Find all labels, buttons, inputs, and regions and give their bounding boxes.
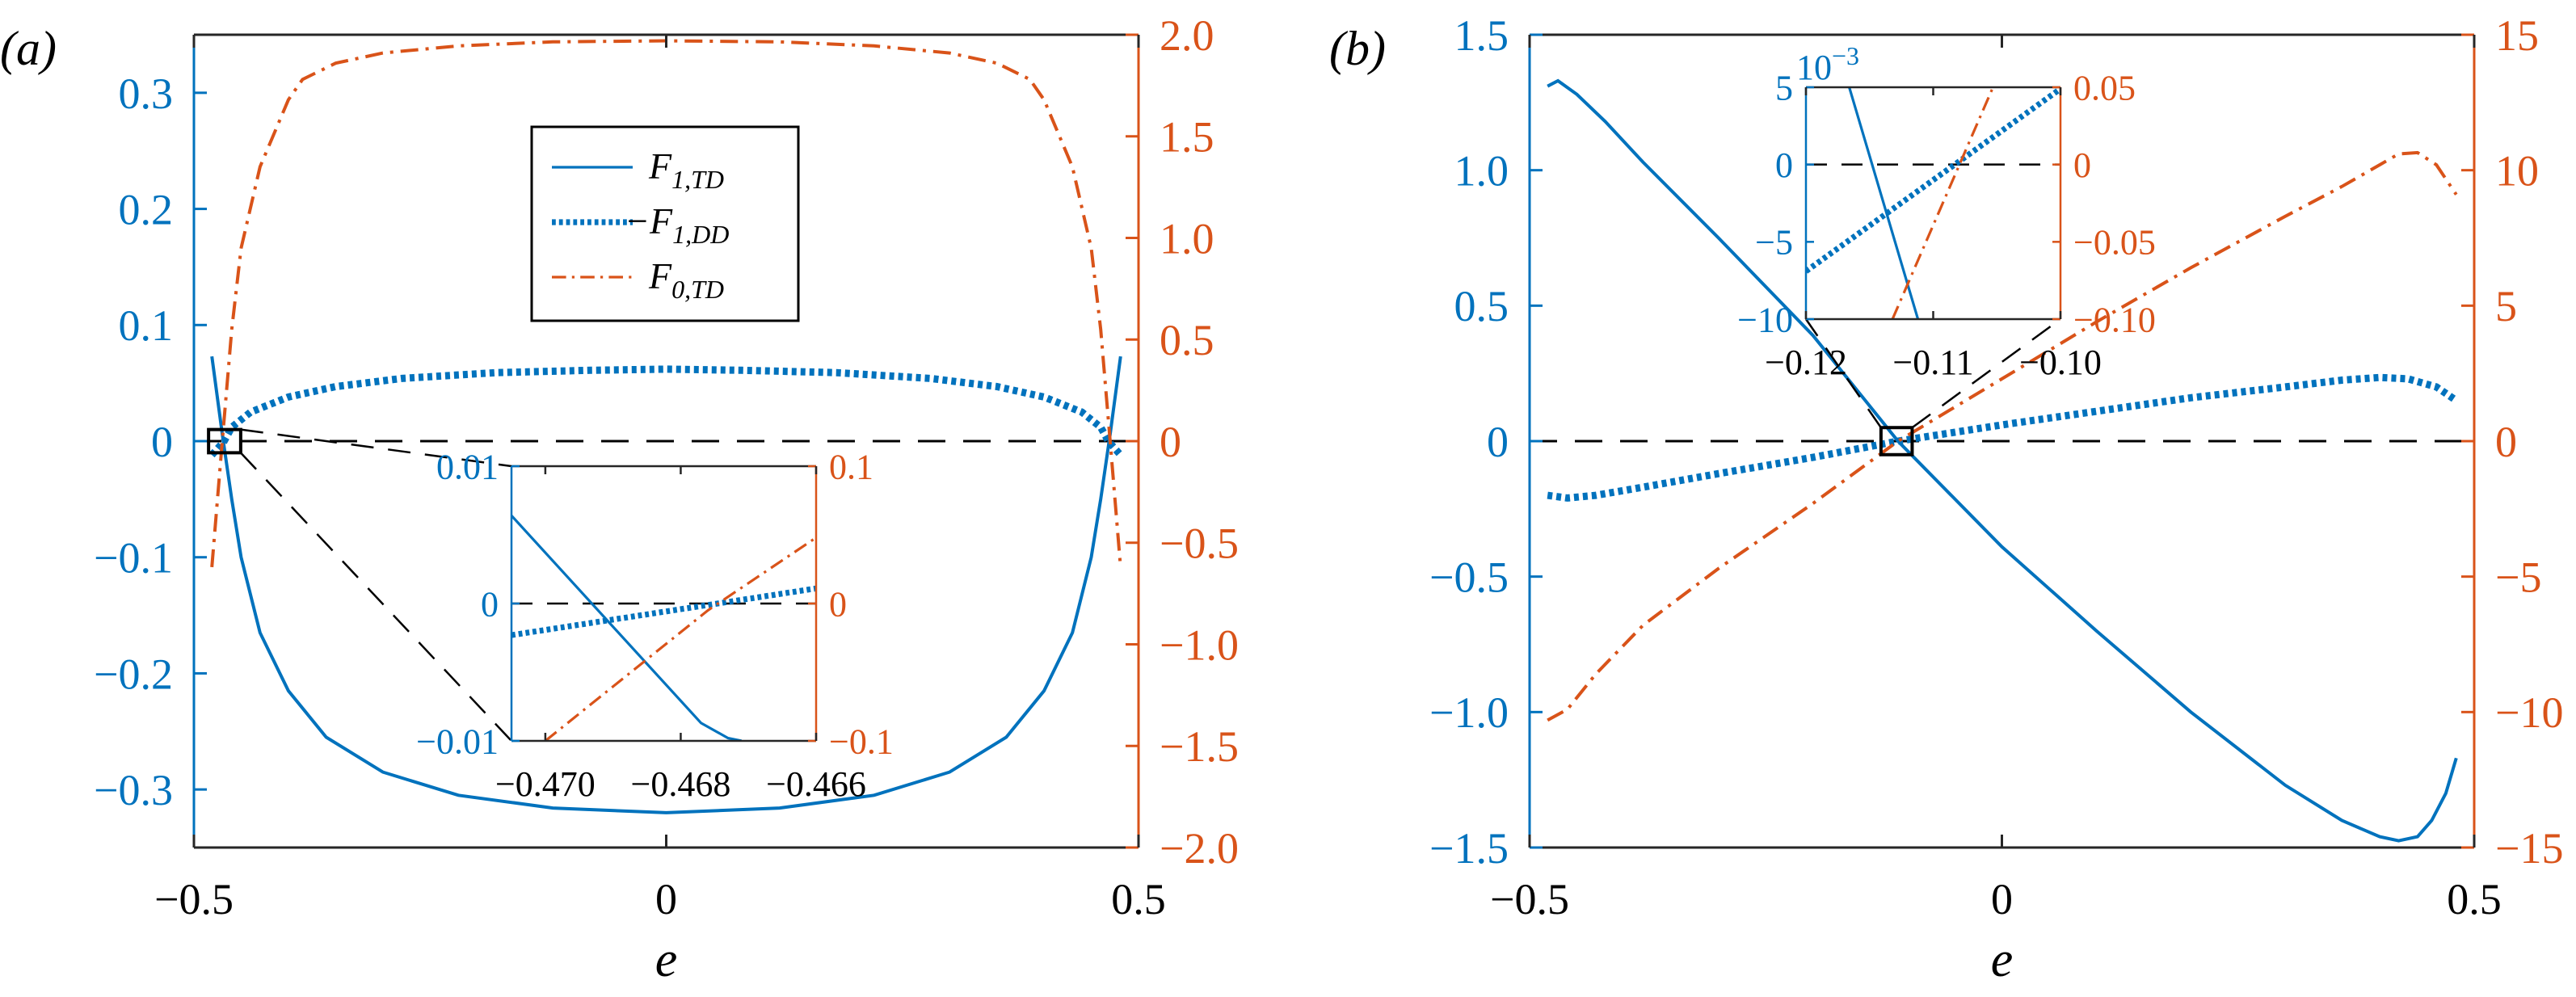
- inset-exponent-sup: −3: [1832, 41, 1859, 70]
- right-tick-label: 0: [2495, 418, 2517, 466]
- left-tick-label: 5: [1775, 68, 1793, 107]
- zoom-connector: [1911, 318, 2061, 429]
- zoom-connector: [239, 452, 512, 742]
- x-tick-label: −0.470: [495, 764, 596, 804]
- left-tick-label: 0: [1775, 145, 1793, 185]
- right-tick-label: −0.1: [829, 721, 894, 761]
- zoom-region-box: [207, 427, 242, 455]
- right-tick-label: −0.05: [2073, 223, 2156, 263]
- zoom-connector: [240, 428, 512, 468]
- left-tick-label: 0.1: [119, 301, 174, 350]
- panel-label: (a): [0, 22, 57, 75]
- right-tick-label: −1.5: [1160, 722, 1239, 771]
- right-tick-label: 1.5: [1160, 113, 1214, 162]
- inset-plot: 0.01 0 −0.01 0.1 0 −0.1 −0.470 −0.468 −0.466: [416, 447, 894, 804]
- legend-subscript: 1,DD: [672, 220, 729, 249]
- left-tick-label: 0: [151, 418, 173, 466]
- right-tick-label: −1.0: [1160, 620, 1239, 669]
- left-tick-label: −5: [1755, 223, 1793, 263]
- left-tick-label: 1.0: [1454, 147, 1509, 196]
- left-tick-label: 0: [481, 584, 499, 624]
- x-tick-label: 0.5: [1111, 875, 1166, 923]
- x-tick-label: −0.11: [1892, 343, 1973, 382]
- x-tick-label: −0.468: [631, 764, 731, 804]
- legend-subscript: 0,TD: [671, 275, 724, 304]
- panel-a: (a) 0.3 0.2 0.1 0 −0.1 −0.2 −0.3 2.0 1.5 1.0 0.5 0 −0…: [0, 11, 1239, 987]
- series--f-1-dd-: [208, 365, 1124, 458]
- inset-background: [1806, 87, 2060, 319]
- x-tick-label: −0.466: [766, 764, 866, 804]
- right-tick-label: 0.05: [2073, 68, 2136, 107]
- right-tick-label: 5: [2495, 282, 2517, 330]
- panel-b: (b) 1.5 1.0 0.5 0 −0.5 −1.0 −1.5 15 10 5 0 −5 −10 −15 −…: [1329, 11, 2563, 987]
- right-tick-label: −15: [2495, 824, 2563, 873]
- right-tick-label: 0: [1160, 418, 1181, 466]
- x-tick-label: 0: [1991, 875, 2013, 923]
- x-axis-title: e: [1991, 932, 2014, 987]
- panel-label: (b): [1329, 22, 1386, 75]
- zoom-region-box: [1879, 426, 1914, 456]
- left-tick-label: −0.1: [94, 534, 173, 583]
- right-tick-label: 0: [829, 584, 847, 624]
- right-tick-label: 2.0: [1160, 11, 1214, 60]
- left-tick-label: −1.5: [1429, 824, 1509, 873]
- legend-subscript: 1,TD: [671, 165, 724, 194]
- left-tick-label: −0.01: [416, 721, 499, 761]
- series--f-1-dd-: [1547, 373, 2459, 502]
- left-tick-label: −0.3: [94, 766, 173, 814]
- left-tick-label: 1.5: [1454, 11, 1509, 60]
- left-tick-label: −1.0: [1429, 688, 1509, 737]
- right-tick-label: −2.0: [1160, 824, 1239, 873]
- inset-exponent-label: 10−3: [1796, 41, 1859, 87]
- left-tick-label: −0.2: [94, 650, 173, 698]
- series-f-0-td-: [544, 536, 816, 741]
- series--f-1-dd-: [511, 585, 816, 638]
- inset-plot: 5 0 −5 −10 0.05 0 −0.05 −0.10 −0.12 −0.11 −0.10 10−…: [1737, 41, 2156, 382]
- x-tick-label: 0: [655, 875, 677, 923]
- left-tick-label: 0: [1487, 418, 1509, 466]
- right-tick-label: 0.5: [1160, 316, 1214, 364]
- series-f-0-td-: [1547, 150, 2458, 722]
- right-tick-label: 0: [2073, 145, 2091, 185]
- left-tick-label: 0.2: [119, 185, 174, 233]
- right-tick-label: −0.5: [1160, 520, 1239, 568]
- x-tick-label: −0.12: [1765, 343, 1847, 382]
- left-tick-label: 0.01: [436, 447, 499, 486]
- right-tick-label: 1.0: [1160, 214, 1214, 263]
- left-tick-label: 0.5: [1454, 282, 1509, 330]
- zoom-connector: [1804, 318, 1882, 428]
- right-tick-label: 15: [2495, 11, 2539, 60]
- left-tick-label: −0.5: [1429, 553, 1509, 602]
- series-f-1-td-: [1547, 78, 2458, 843]
- left-tick-label: 0.3: [119, 69, 174, 118]
- x-axis-title: e: [655, 932, 678, 987]
- x-tick-label: 0.5: [2447, 875, 2502, 923]
- right-tick-label: 0.1: [829, 447, 873, 486]
- right-tick-label: −0.10: [2073, 300, 2156, 339]
- right-tick-label: 10: [2495, 147, 2539, 196]
- series-f-0-td-: [1891, 87, 1994, 319]
- x-tick-label: −0.5: [154, 875, 234, 923]
- series-f-1-td-: [1848, 87, 1920, 319]
- left-tick-label: −10: [1737, 300, 1793, 339]
- right-tick-label: −10: [2495, 688, 2563, 737]
- x-tick-label: −0.10: [2019, 343, 2102, 382]
- series--f-1-dd-: [1806, 87, 2060, 274]
- x-tick-label: −0.5: [1490, 875, 1569, 923]
- right-tick-label: −5: [2495, 553, 2541, 602]
- series-f-1-td-: [210, 355, 1122, 814]
